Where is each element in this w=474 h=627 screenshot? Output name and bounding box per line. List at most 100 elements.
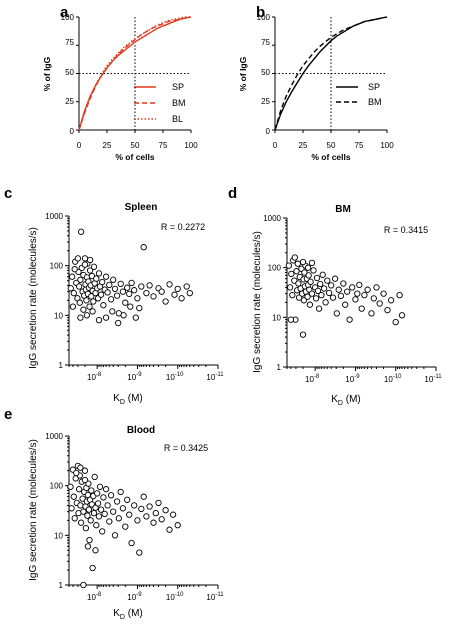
- data-point: [97, 506, 105, 513]
- data-point: [93, 522, 100, 529]
- data-point: [322, 299, 329, 306]
- data-point: [124, 496, 131, 503]
- kd-symbol: K: [113, 608, 120, 619]
- data-point: [86, 267, 94, 274]
- data-point: [158, 288, 165, 295]
- x-tick-label: 100: [380, 141, 394, 150]
- y-axis-label: IgG secretion rate (molecules/s): [28, 227, 39, 369]
- data-point: [384, 306, 391, 314]
- kd-unit: (M): [343, 394, 361, 405]
- data-point: [364, 286, 371, 293]
- x-tick-exponent: -8: [96, 372, 102, 378]
- data-point: [69, 303, 77, 310]
- data-point: [90, 263, 98, 270]
- data-point: [293, 268, 300, 275]
- data-point: [80, 508, 87, 515]
- x-tick-exponent: -8: [96, 592, 102, 598]
- data-point: [77, 464, 84, 471]
- x-tick-label: 75: [159, 141, 168, 150]
- data-point: [305, 272, 312, 279]
- data-point: [356, 281, 363, 289]
- data-point: [96, 483, 104, 490]
- x-tick-label: 10-8: [87, 372, 102, 382]
- data-point: [115, 319, 122, 327]
- legend-label-bl: BL: [172, 114, 183, 124]
- data-point: [361, 291, 368, 299]
- data-point: [124, 284, 131, 291]
- data-point: [288, 270, 295, 278]
- x-tick-label: 10-9: [345, 374, 360, 384]
- x-axis-label: KD (M): [113, 608, 143, 621]
- data-point: [319, 271, 326, 278]
- data-point: [134, 517, 141, 524]
- x-tick-exponent: -9: [136, 372, 142, 378]
- data-point: [294, 260, 301, 267]
- kd-symbol: K: [113, 393, 120, 404]
- data-point: [94, 500, 102, 507]
- data-point: [150, 293, 157, 300]
- y-tick-label: 0: [70, 127, 75, 136]
- data-point: [81, 467, 89, 474]
- data-point: [101, 510, 108, 518]
- data-point: [117, 280, 124, 288]
- data-point: [77, 314, 84, 321]
- data-point: [299, 258, 307, 266]
- data-point: [87, 517, 94, 524]
- x-tick-exponent: -11: [215, 592, 224, 598]
- data-point: [380, 290, 387, 297]
- data-point: [71, 515, 78, 522]
- data-point: [109, 308, 116, 315]
- data-point: [126, 511, 133, 518]
- data-point: [111, 532, 119, 539]
- data-point: [337, 292, 345, 300]
- data-point: [320, 285, 328, 292]
- data-point: [166, 526, 173, 533]
- chart-title: BM: [335, 204, 351, 215]
- data-point: [119, 288, 127, 295]
- y-tick-label: 50: [261, 68, 270, 77]
- x-axis-label: % of cells: [311, 152, 350, 162]
- data-point: [106, 281, 113, 289]
- data-point: [67, 483, 74, 490]
- data-point: [76, 299, 83, 306]
- data-point: [287, 316, 295, 323]
- y-tick-label: 1000: [45, 212, 63, 221]
- data-point: [107, 296, 115, 303]
- data-point: [376, 300, 383, 307]
- data-point: [80, 581, 87, 589]
- x-tick-base: 10: [127, 593, 136, 602]
- y-axis-label: IgG secretion rate (molecules/s): [28, 439, 39, 581]
- data-point: [291, 254, 298, 261]
- data-point: [70, 493, 77, 500]
- y-tick-label: 100: [50, 262, 64, 271]
- x-tick-label: 100: [184, 141, 198, 150]
- panel-label-c: c: [4, 185, 12, 202]
- data-point: [340, 280, 347, 287]
- data-point: [346, 316, 353, 323]
- data-point: [158, 516, 165, 523]
- x-tick-label: 10-11: [206, 592, 224, 602]
- data-point: [300, 297, 308, 304]
- data-point: [314, 287, 322, 295]
- kd-unit: (M): [125, 608, 143, 619]
- data-point: [370, 295, 377, 302]
- data-point: [329, 294, 337, 301]
- x-tick-exponent: -10: [175, 592, 184, 598]
- data-point: [104, 289, 111, 296]
- data-point: [301, 269, 308, 276]
- data-point: [136, 304, 143, 312]
- x-tick-exponent: -9: [354, 374, 360, 380]
- data-point: [77, 228, 85, 235]
- data-point: [289, 291, 296, 299]
- data-point: [308, 290, 316, 297]
- data-point: [328, 282, 335, 289]
- data-point: [315, 305, 323, 312]
- data-point: [95, 316, 103, 324]
- panel-a: a 0 25 50 75 100 0 25 50 75 100 % of cel…: [42, 4, 198, 162]
- y-tick-label: 100: [50, 482, 64, 491]
- correlation-annotation: R = 0.2272: [161, 222, 205, 232]
- data-point: [128, 279, 135, 287]
- x-tick-label: 25: [103, 141, 112, 150]
- x-tick-exponent: -10: [175, 372, 184, 378]
